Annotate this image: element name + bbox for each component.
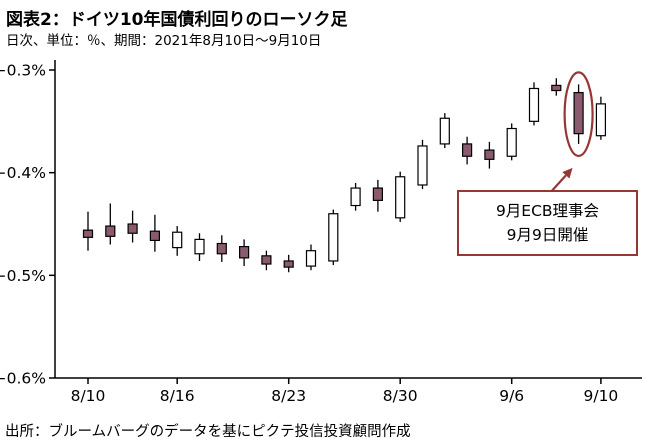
svg-text:−0.6%: −0.6% [0,370,46,388]
svg-text:8/30: 8/30 [383,387,418,405]
source-note: 出所：ブルームバーグのデータを基にピクテ投信投資顧問作成 [5,424,411,440]
svg-text:9/6: 9/6 [499,387,524,405]
svg-text:−0.5%: −0.5% [0,267,46,285]
annotation-line-2: 9月9日開催 [506,226,589,244]
svg-text:8/10: 8/10 [71,387,106,405]
ecb-annotation-box: 9月ECB理事会 9月9日開催 [457,190,638,256]
svg-text:−0.4%: −0.4% [0,164,46,182]
svg-text:8/23: 8/23 [271,387,306,405]
svg-text:9/10: 9/10 [583,387,618,405]
chart-title: 図表2：ドイツ10年国債利回りのローソク足 [6,10,348,30]
annotation-line-1: 9月ECB理事会 [495,201,600,220]
svg-text:−0.3%: −0.3% [0,62,46,80]
chart-subtitle: 日次、単位：％、期間：2021年8月10日～9月10日 [6,33,322,49]
svg-text:8/16: 8/16 [160,387,195,405]
candlestick-chart: −0.3% −0.4% −0.5% −0.6% 8/10 8/16 8/23 8/30 9/6 9… [0,60,642,405]
